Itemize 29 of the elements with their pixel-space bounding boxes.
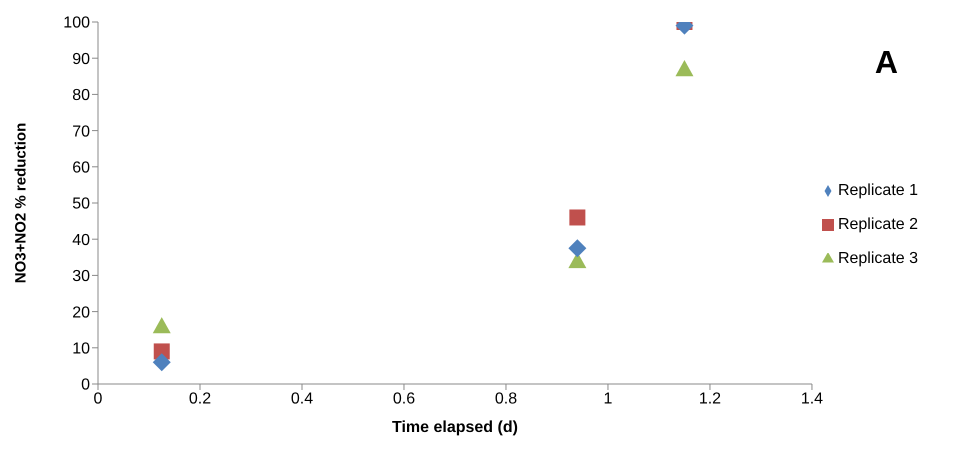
x-tick-label: 0 (94, 390, 103, 408)
y-tick-label: 90 (72, 50, 90, 68)
point (152, 353, 171, 372)
y-tick-label: 70 (72, 123, 90, 140)
point (152, 317, 171, 334)
x-tick-label: 1 (604, 390, 613, 408)
y-tick-label: 0 (81, 376, 90, 394)
y-tick-label: 100 (63, 14, 90, 32)
text: A (874, 44, 898, 81)
point (569, 209, 586, 226)
x-tick-label: 0.6 (392, 390, 416, 408)
y-tick-label: 80 (72, 87, 90, 104)
y-tick-label: 60 (72, 159, 90, 176)
y-tick-label: 50 (72, 196, 90, 213)
y-axis-title: NO3+NO2 % reduction (12, 122, 30, 284)
legend-label: Replicate 2 (838, 216, 918, 233)
x-tick-label: 0.8 (494, 390, 518, 408)
y-tick-label: 10 (72, 340, 90, 358)
legend-label: Replicate 3 (838, 250, 918, 267)
x-axis-title: Time elapsed (d) (392, 419, 518, 436)
x-tick-label: 0.4 (290, 390, 314, 408)
point (568, 239, 586, 258)
y-tick-label: 30 (72, 268, 90, 286)
x-tick-label: 1.4 (800, 390, 824, 408)
y-tick-label: 40 (72, 232, 90, 249)
legend-label: Replicate 1 (838, 182, 918, 199)
y-tick-label: 20 (72, 304, 90, 322)
x-tick-label: 1.2 (698, 390, 722, 408)
x-tick-label: 0.2 (188, 390, 212, 408)
